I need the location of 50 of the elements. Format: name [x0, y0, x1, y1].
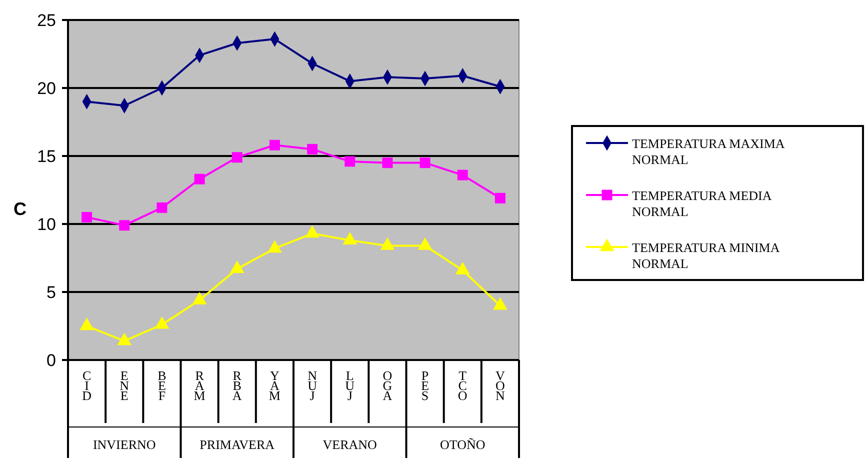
x-tick-label: ENE: [120, 368, 130, 403]
point: [457, 170, 468, 180]
point: [494, 192, 506, 204]
point: [380, 237, 395, 250]
point: [455, 262, 470, 274]
x-tick-label: TCO: [458, 368, 468, 403]
point: [192, 292, 207, 304]
point: [117, 332, 132, 346]
y-tick-label: 20: [37, 78, 56, 98]
point: [307, 144, 318, 154]
point: [382, 158, 393, 168]
x-tick-label: YAM: [268, 368, 281, 403]
text: VERANO: [322, 437, 377, 452]
point: [232, 152, 242, 163]
point: [305, 225, 320, 238]
y-tick-label: 5: [46, 282, 56, 302]
point: [80, 318, 94, 330]
point: [154, 316, 170, 329]
y-tick-label: 0: [46, 350, 56, 370]
y-tick-label: 10: [37, 214, 56, 234]
legend-label: TEMPERATURA MAXIMA NORMAL: [632, 136, 786, 167]
y-tick-label: 15: [37, 146, 56, 166]
x-tick-label: CID: [82, 368, 92, 403]
point: [493, 297, 508, 310]
point: [194, 174, 205, 184]
x-tick-label: LUJ: [345, 368, 356, 403]
x-tick-label: RBA: [232, 368, 242, 403]
x-tick-label: VON: [496, 368, 506, 403]
x-tick-label: OGA: [382, 368, 393, 403]
point: [230, 260, 244, 274]
point: [269, 140, 280, 150]
y-axis-title: C: [14, 199, 26, 219]
point: [344, 156, 356, 167]
x-tick-label: NUJ: [308, 368, 318, 403]
x-tick-label: BEF: [158, 368, 167, 403]
x-tick-label: RAM: [194, 368, 206, 403]
text: OTOÑO: [440, 437, 486, 452]
x-tick-label: PES: [421, 368, 430, 403]
point: [119, 220, 130, 231]
legend-label: TEMPERATURA MINIMA NORMAL: [632, 240, 780, 271]
point: [342, 232, 358, 244]
text: PRIMAVERA: [200, 437, 276, 452]
point: [420, 158, 430, 168]
point: [418, 237, 432, 250]
point: [82, 212, 92, 222]
text: INVIERNO: [92, 437, 156, 452]
y-tick-label: 25: [37, 10, 56, 30]
legend-label: TEMPERATURA MEDIA NORMAL: [632, 188, 772, 219]
point: [156, 202, 168, 213]
point: [268, 240, 282, 253]
